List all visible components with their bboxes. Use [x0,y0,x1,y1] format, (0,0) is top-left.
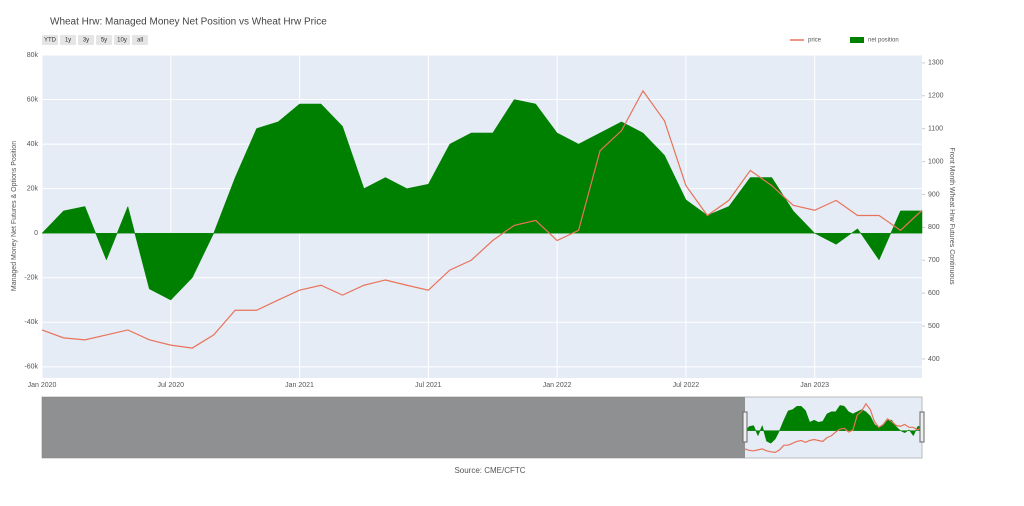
y2-tick-label: 700 [928,257,940,264]
y2-tick-label: 900 [928,191,940,198]
y2-tick-label: 500 [928,323,940,330]
y-tick-label: 40k [27,141,39,148]
range-button[interactable] [96,35,112,45]
range-button-label[interactable]: 3y [83,38,89,44]
y2-tick-label: 800 [928,224,940,231]
range-button-label[interactable]: 1y [65,38,71,44]
y2-tick-label: 1200 [928,93,944,100]
y-axis-title: Managed Money Net Futures & Options Posi… [11,141,18,291]
y2-tick-label: 1000 [928,158,944,165]
y2-tick-label: 400 [928,356,940,363]
y2-tick-label: 600 [928,290,940,297]
legend-label: price [808,38,822,44]
x-tick-label: Jan 2023 [800,382,829,389]
x-tick-label: Jan 2022 [543,382,572,389]
x-tick-label: Jul 2021 [415,382,442,389]
price-line [41,89,923,349]
legend-label: net position [868,38,899,44]
range-button[interactable] [60,35,76,45]
y2-axis-title: Front Month Wheat Hrw Futures Continuous [948,147,955,285]
legend-swatch [850,37,864,43]
range-slider-line [744,402,923,453]
y-tick-label: 20k [27,185,39,192]
source-note: Source: CME/CFTC [454,466,525,475]
y-tick-label: 60k [27,96,39,103]
y-tick-label: -40k [24,319,38,326]
y-tick-label: -60k [24,364,38,371]
chart-title: Wheat Hrw: Managed Money Net Position vs… [50,17,327,28]
range-slider-handle[interactable] [742,411,748,443]
x-tick-label: Jan 2020 [28,382,57,389]
range-button-label[interactable]: all [137,38,143,44]
range-button-label[interactable]: 5y [101,38,107,44]
range-button[interactable] [78,35,94,45]
y-tick-label: -20k [24,275,38,282]
y2-tick-label: 1300 [928,60,944,67]
y2-tick-label: 1100 [928,126,943,133]
range-slider-handle[interactable] [919,411,925,443]
range-button[interactable] [114,35,130,45]
range-button[interactable] [42,35,58,45]
range-slider-mask [42,397,745,458]
x-tick-label: Jul 2022 [673,382,700,389]
y-tick-label: 0 [34,230,38,237]
range-button-label[interactable]: 10y [117,38,127,44]
range-button[interactable] [132,35,148,45]
range-button-label[interactable]: YTD [44,38,57,44]
range-slider-area [744,405,923,444]
y-tick-label: 80k [27,52,39,59]
net-position-area [41,99,923,301]
x-tick-label: Jan 2021 [285,382,314,389]
x-tick-label: Jul 2020 [158,382,185,389]
